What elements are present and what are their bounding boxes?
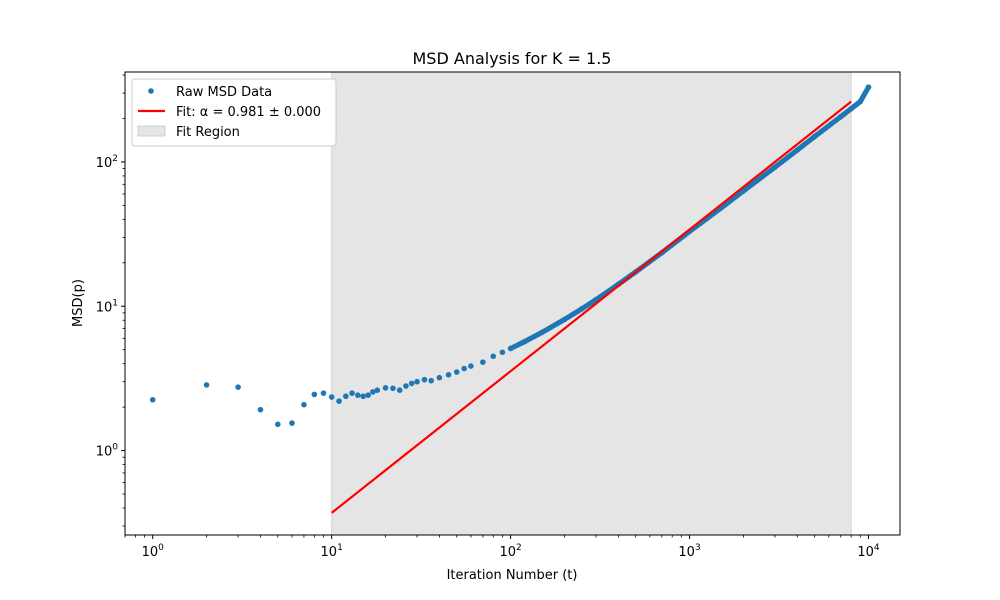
data-point <box>374 387 381 394</box>
y-tick-label: 101 <box>96 298 118 315</box>
data-point <box>857 98 864 105</box>
data-point <box>149 396 156 403</box>
data-point <box>445 372 452 378</box>
data-point <box>382 385 389 391</box>
data-point <box>311 391 318 398</box>
y-tick-label: 100 <box>96 443 119 460</box>
data-point <box>257 406 264 413</box>
data-point <box>301 401 307 408</box>
data-point <box>539 329 545 336</box>
x-tick-label: 104 <box>857 543 880 560</box>
data-point <box>579 306 585 312</box>
x-tick-label: 101 <box>321 543 343 560</box>
data-point <box>848 105 854 112</box>
data-point <box>403 383 409 389</box>
plot-area <box>149 71 872 536</box>
axes: 100 101 102 103 104 100 101 102 <box>96 71 901 560</box>
legend-patch-region <box>137 125 166 137</box>
x-axis-label: Iteration Number (t) <box>447 568 578 583</box>
data-point <box>396 387 403 394</box>
chart-title: MSD Analysis for K = 1.5 <box>413 49 612 68</box>
data-point <box>740 188 747 194</box>
data-point <box>837 113 844 120</box>
data-point <box>328 394 335 400</box>
plot-frame <box>124 71 901 536</box>
data-point <box>320 390 327 396</box>
data-point <box>203 382 210 388</box>
raw-data-series <box>149 84 872 428</box>
legend-marker-raw <box>148 88 154 94</box>
data-point <box>428 377 435 384</box>
fit-line <box>330 100 852 514</box>
data-point <box>390 385 396 392</box>
data-point <box>499 349 506 356</box>
data-point <box>480 359 486 365</box>
x-tick-label: 100 <box>142 543 165 560</box>
data-point <box>561 316 568 323</box>
data-point <box>235 384 241 390</box>
data-point <box>343 393 349 400</box>
data-point <box>507 345 514 352</box>
data-point <box>408 380 415 387</box>
x-tick-label: 102 <box>499 543 521 560</box>
data-point <box>355 392 361 398</box>
data-point <box>336 398 342 404</box>
legend-label-fit: Fit: α = 0.981 ± 0.000 <box>176 105 321 120</box>
data-point <box>521 338 528 345</box>
data-point <box>436 374 443 381</box>
data-point <box>365 392 371 398</box>
data-point <box>421 376 428 383</box>
data-point <box>490 353 497 360</box>
legend-label-region: Fit Region <box>176 125 240 140</box>
data-point <box>414 378 420 385</box>
x-tick-label: 103 <box>678 543 700 560</box>
data-point <box>468 363 474 369</box>
y-tick-label: 102 <box>96 154 118 171</box>
legend: Raw MSD Data Fit: α = 0.981 ± 0.000 Fit Re… <box>131 78 337 147</box>
data-point <box>370 389 376 395</box>
legend-box <box>131 78 337 147</box>
data-point <box>360 393 366 400</box>
data-point <box>349 390 355 396</box>
data-point <box>453 369 460 375</box>
data-point <box>794 147 801 153</box>
data-point <box>772 164 778 170</box>
data-point <box>865 84 872 90</box>
data-point <box>811 133 818 140</box>
data-point <box>461 365 467 372</box>
data-point <box>274 421 281 428</box>
y-axis-label: MSD(p) <box>71 279 86 327</box>
data-point <box>289 420 295 426</box>
legend-label-raw: Raw MSD Data <box>176 85 272 100</box>
